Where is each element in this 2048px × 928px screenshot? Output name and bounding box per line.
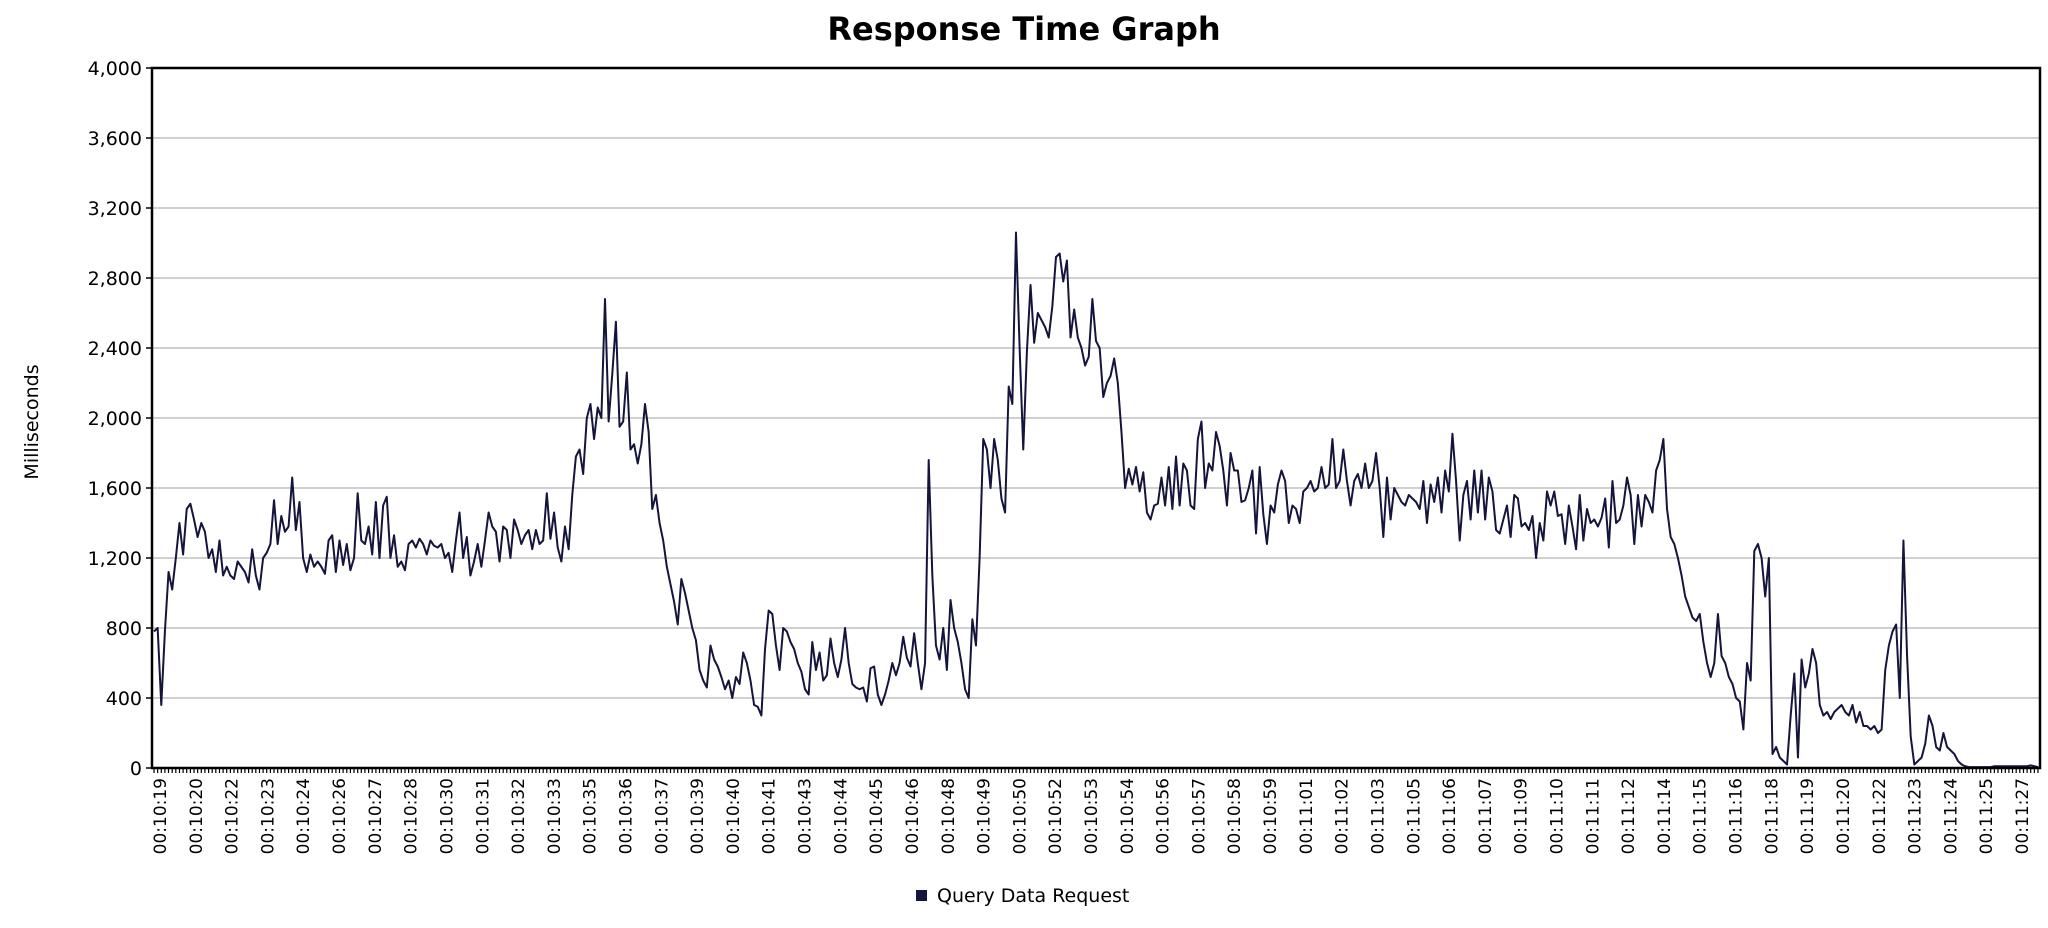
- x-tick-label: 00:10:45: [867, 778, 887, 854]
- x-tick-label: 00:11:16: [1727, 778, 1747, 854]
- legend-swatch: [916, 890, 927, 901]
- x-tick-label: 00:10:31: [473, 778, 493, 854]
- x-tick-label: 00:10:22: [223, 778, 243, 854]
- y-axis-label: Milliseconds: [21, 364, 43, 479]
- x-tick-label: 00:11:22: [1870, 778, 1890, 854]
- plot-frame: [150, 66, 2042, 770]
- x-tick-label: 00:10:52: [1046, 778, 1066, 854]
- x-tick-label: 00:10:53: [1082, 778, 1102, 854]
- x-tick-label: 00:11:24: [1941, 778, 1961, 854]
- x-tick-label: 00:10:37: [652, 778, 672, 854]
- legend: Query Data Request: [916, 885, 1129, 907]
- y-tick-label: 3,600: [88, 128, 142, 150]
- x-tick-label: 00:11:18: [1762, 778, 1782, 854]
- x-tick-label: 00:10:41: [760, 778, 780, 854]
- x-tick-label: 00:10:58: [1225, 778, 1245, 854]
- x-tick-label: 00:10:44: [831, 778, 851, 854]
- x-tick-label: 00:11:07: [1476, 778, 1496, 854]
- x-tick-label: 00:11:14: [1655, 778, 1675, 854]
- x-tick-label: 00:10:57: [1189, 778, 1209, 854]
- x-tick-label: 00:10:30: [438, 778, 458, 854]
- x-tick-label: 00:10:46: [903, 778, 923, 854]
- gridlines: [152, 137, 2040, 699]
- x-tick-label: 00:11:15: [1691, 778, 1711, 854]
- x-tick-label: 00:10:54: [1118, 778, 1138, 854]
- y-tick-label: 400: [106, 688, 142, 710]
- x-tick-label: 00:10:33: [545, 778, 565, 854]
- x-tick-label: 00:10:20: [187, 778, 207, 854]
- x-axis-ticks: 00:10:19 00:10:20 00:10:22 00:10:23 00:10:24…: [151, 768, 2039, 854]
- x-tick-label: 00:10:40: [724, 778, 744, 854]
- x-tick-label: 00:10:23: [258, 778, 278, 854]
- x-tick-label: 00:11:20: [1834, 778, 1854, 854]
- x-tick-label: 00:10:39: [688, 778, 708, 854]
- x-tick-label: 00:11:11: [1583, 778, 1603, 854]
- x-tick-label: 00:11:25: [1977, 778, 1997, 854]
- x-tick-label: 00:11:12: [1619, 778, 1639, 854]
- series-layer: [153, 231, 2039, 769]
- x-tick-label: 00:10:48: [939, 778, 959, 854]
- y-tick-label: 800: [106, 618, 142, 640]
- legend-label: Query Data Request: [937, 885, 1129, 907]
- x-tick-label: 00:10:50: [1010, 778, 1030, 854]
- y-tick-label: 2,800: [88, 268, 142, 290]
- x-tick-label: 00:10:27: [366, 778, 386, 854]
- x-tick-label: 00:11:10: [1548, 778, 1568, 854]
- x-tick-label: 00:10:36: [617, 778, 637, 854]
- chart-title: Response Time Graph: [827, 10, 1220, 48]
- x-tick-label: 00:10:56: [1154, 778, 1174, 854]
- x-tick-label: 00:11:05: [1404, 778, 1424, 854]
- x-tick-label: 00:11:27: [2013, 778, 2033, 854]
- y-axis-ticks: 0 400 800 1,200 1,600 2,000 2,400 2,800 3,200 3,6…: [88, 58, 152, 780]
- y-tick-label: 4,000: [88, 58, 142, 80]
- y-tick-label: 3,200: [88, 198, 142, 220]
- x-tick-label: 00:10:26: [330, 778, 350, 854]
- y-tick-label: 2,400: [88, 338, 142, 360]
- y-tick-label: 2,000: [88, 408, 142, 430]
- y-tick-label: 0: [130, 758, 142, 780]
- x-tick-label: 00:11:03: [1369, 778, 1389, 854]
- x-tick-label: 00:10:59: [1261, 778, 1281, 854]
- x-tick-label: 00:11:19: [1798, 778, 1818, 854]
- x-tick-label: 00:10:43: [796, 778, 816, 854]
- x-tick-label: 00:11:01: [1297, 778, 1317, 854]
- x-tick-label: 00:11:09: [1512, 778, 1532, 854]
- x-tick-label: 00:11:02: [1333, 778, 1353, 854]
- y-tick-label: 1,200: [88, 548, 142, 570]
- x-tick-label: 00:10:35: [581, 778, 601, 854]
- x-tick-label: 00:10:32: [509, 778, 529, 854]
- x-tick-label: 00:10:19: [151, 778, 171, 854]
- x-tick-label: 00:10:28: [402, 778, 422, 854]
- x-tick-label: 00:11:06: [1440, 778, 1460, 854]
- x-tick-label: 00:11:23: [1906, 778, 1926, 854]
- x-tick-label: 00:10:24: [294, 778, 314, 854]
- x-tick-label: 00:10:49: [975, 778, 995, 854]
- series-line-query-data-request: [153, 231, 2039, 769]
- y-tick-label: 1,600: [88, 478, 142, 500]
- x-minor-ticks: [153, 768, 2039, 773]
